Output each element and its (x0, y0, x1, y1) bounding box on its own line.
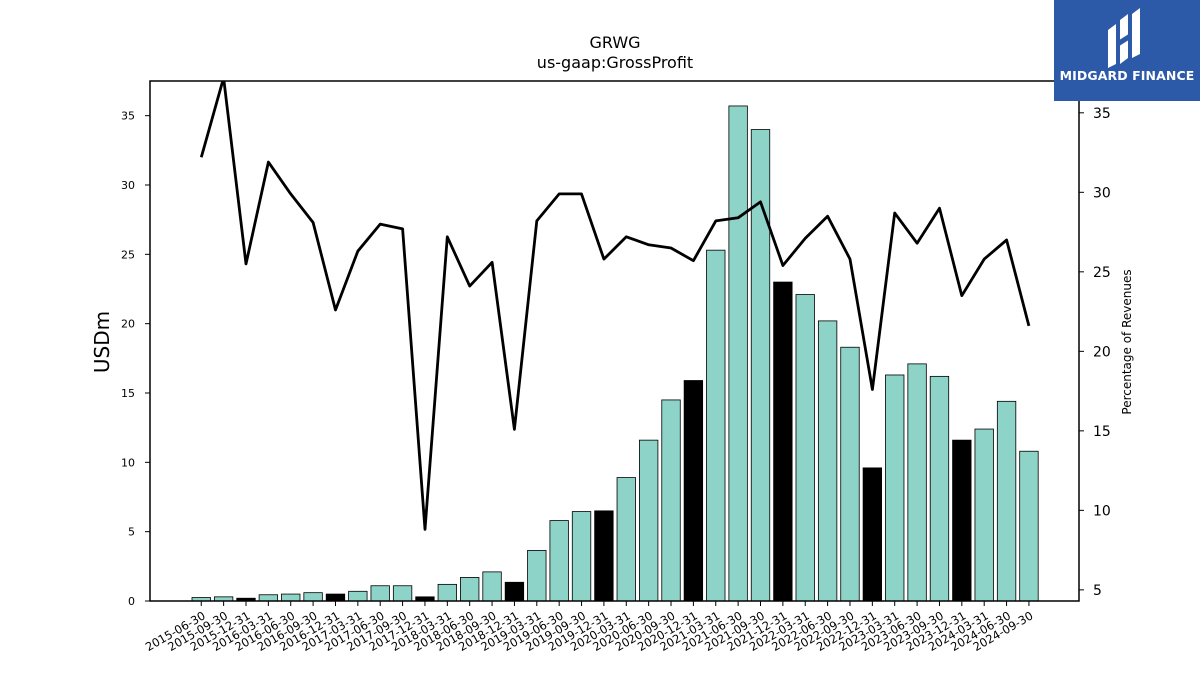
bar-2016-12-31 (325, 593, 346, 602)
y-tick-label: 10 (121, 456, 135, 469)
y2-tick-label: 20 (1093, 344, 1111, 360)
bar-2019-03-31 (527, 549, 547, 602)
bar-2024-03-31 (974, 428, 994, 602)
y2-tick-label: 35 (1093, 106, 1111, 122)
y-tick-label: 5 (128, 526, 135, 539)
gross-margin-line (199, 81, 1031, 531)
bar-2019-12-31 (594, 510, 614, 602)
y-tick-label: 30 (121, 179, 135, 192)
bar-2018-09-30 (482, 571, 502, 602)
y2-tick-label: 15 (1093, 424, 1111, 440)
bar-2020-06-30 (639, 439, 659, 602)
bar-2021-12-31 (773, 281, 793, 602)
bar-2023-06-30 (907, 363, 927, 602)
bar-2023-09-30 (929, 375, 950, 602)
y2-axis-label: Percentage of Revenues (1120, 269, 1134, 414)
bar-2022-12-31 (862, 467, 882, 602)
bar-2021-09-30 (750, 129, 771, 602)
bar-2020-12-31 (683, 380, 704, 602)
bar-2021-03-31 (706, 249, 726, 602)
bar-2019-09-30 (571, 511, 592, 602)
bar-2024-09-30 (1019, 450, 1039, 602)
bar-2016-06-30 (281, 593, 301, 602)
axes-layer: 0510152025303551015202530352015-06-30201… (121, 80, 1111, 654)
chart-subtitle: us-gaap:GrossProfit (537, 53, 693, 72)
bar-2016-09-30 (303, 592, 323, 602)
bar-2016-03-31 (258, 594, 279, 602)
line-layer (199, 81, 1031, 531)
bar-2022-06-30 (817, 320, 838, 602)
y-tick-label: 25 (121, 248, 135, 261)
bar-2024-06-30 (996, 400, 1017, 602)
bar-2022-03-31 (795, 294, 815, 602)
y-axis-label: USDm (90, 311, 114, 373)
bar-2017-06-30 (370, 585, 390, 602)
y2-tick-label: 5 (1093, 583, 1102, 599)
bar-2017-03-31 (348, 590, 368, 602)
bar-2021-06-30 (728, 105, 748, 602)
bar-2020-03-31 (616, 477, 636, 602)
brand-name: MIDGARD FINANCE (1059, 68, 1195, 83)
y-tick-label: 0 (128, 595, 135, 608)
y-tick-label: 15 (121, 387, 135, 400)
plot-frame (149, 80, 1080, 602)
y2-tick-label: 30 (1093, 185, 1111, 201)
bar-2018-06-30 (460, 577, 480, 602)
bar-2019-06-30 (549, 520, 569, 602)
y2-tick-label: 25 (1093, 265, 1111, 281)
bar-2018-03-31 (437, 583, 457, 602)
bar-2018-12-31 (504, 581, 525, 602)
bar-2023-03-31 (885, 374, 905, 602)
bars-layer (191, 105, 1039, 602)
bar-2023-12-31 (952, 439, 972, 602)
y2-tick-label: 10 (1093, 503, 1111, 519)
chart-title: GRWG (589, 33, 640, 52)
y-tick-label: 35 (121, 110, 135, 123)
bar-2022-09-30 (840, 346, 860, 602)
brand-mark-icon (1108, 8, 1140, 68)
bar-2020-09-30 (661, 399, 681, 602)
bar-2017-09-30 (392, 585, 413, 602)
brand-logo: MIDGARD FINANCE (1054, 0, 1200, 101)
y-tick-label: 20 (121, 318, 135, 331)
